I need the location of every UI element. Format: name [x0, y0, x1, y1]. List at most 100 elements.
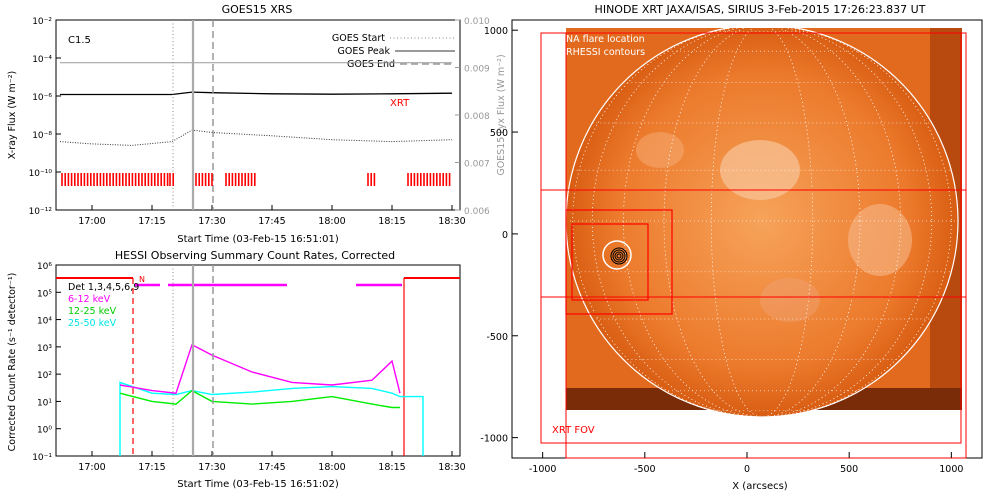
hessi-series-line: [119, 389, 400, 409]
goes-x-axis-label: Start Time (03-Feb-15 16:51:01): [177, 234, 339, 245]
xrt-observation-ticks: [61, 173, 451, 186]
xrt-x-tick-label: 0: [744, 464, 750, 475]
goes-series-line: [60, 91, 453, 96]
active-region: [636, 132, 684, 168]
rhessi-contour: [616, 253, 622, 259]
goes-legend-peak: GOES Peak: [338, 46, 391, 57]
goes-y2-tick-label: 0.006: [464, 207, 490, 217]
hessi-x-tick-label: 18:15: [378, 462, 405, 473]
xrt-y-ticks: 1000 500 0 -500 -1000: [480, 26, 518, 445]
hessi-y-axis-label: Corrected Count Rate (s⁻¹ detector⁻¹): [7, 273, 18, 452]
hessi-y-ticks: 10⁶ 10⁵ 10⁴ 10³ 10² 10¹ 10⁰ 10⁻¹: [32, 262, 61, 463]
xrt-legend: NA flare location RHESSI contours: [556, 34, 645, 58]
goes-y-tick-label: 10⁻⁶: [32, 93, 52, 103]
goes-y-axis-label: X-ray Flux (W m⁻²): [7, 71, 18, 160]
goes-y2-tick-label: 0.010: [464, 17, 490, 27]
goes-x-tick-label: 17:15: [138, 216, 165, 227]
hessi-panel: HESSI Observing Summary Count Rates, Cor…: [7, 249, 466, 490]
rhessi-contours: [610, 247, 628, 265]
goes-y2-ticks: 0.010 0.009 0.008 0.007 0.006: [455, 17, 490, 217]
hessi-series-line: [119, 381, 424, 456]
goes-legend-start: GOES Start: [332, 33, 385, 44]
hessi-n-marker: N: [139, 275, 145, 284]
goes-y-tick-label: 10⁻⁸: [32, 131, 52, 141]
xrt-y-tick-label: 1000: [484, 26, 508, 37]
goes-x-tick-label: 18:00: [318, 216, 345, 227]
hessi-x-tick-label: 18:00: [318, 462, 345, 473]
goes-y2-tick-label: 0.008: [464, 112, 490, 122]
goes-legend: GOES Start GOES Peak GOES End: [332, 33, 455, 70]
hessi-series-line: [119, 343, 401, 394]
goes-y2-tick-label: 0.009: [464, 65, 490, 75]
hessi-legend-title: Det 1,3,4,5,6,9: [68, 282, 139, 293]
goes-y2-tick-label: 0.007: [464, 160, 490, 170]
goes-y-tick-label: 10⁻²: [32, 17, 52, 27]
sun-disk: [566, 28, 958, 417]
hessi-curves: [119, 343, 424, 456]
xrt-legend-contour-icon: [556, 47, 564, 55]
longitude-line: [623, 28, 901, 418]
longitude-line: [591, 28, 933, 418]
goes-y-tick-label: 10⁻¹²: [29, 207, 53, 217]
active-region: [720, 140, 800, 200]
longitude-line: [572, 28, 952, 418]
goes-x-tick-label: 17:00: [78, 216, 105, 227]
hessi-legend: Det 1,3,4,5,6,9 6-12 keV 12-25 keV 25-50…: [68, 282, 139, 329]
hessi-y-tick-label: 10⁴: [37, 317, 52, 327]
hessi-y-tick-label: 10¹: [37, 398, 52, 408]
hessi-plot-frame: [55, 264, 461, 457]
xrt-y-tick-label: -1000: [480, 434, 508, 445]
hessi-y-tick-label: 10³: [37, 344, 52, 354]
xrt-fov-label: XRT FOV: [552, 425, 595, 436]
hessi-y-tick-label: 10⁻¹: [32, 453, 52, 463]
rhessi-contour: [610, 247, 628, 265]
hessi-y-tick-label: 10⁰: [37, 426, 52, 436]
xrt-x-axis-label: X (arcsecs): [732, 481, 788, 492]
hessi-legend-6-12: 6-12 keV: [68, 294, 111, 305]
xrt-x-tick-label: 1000: [939, 464, 963, 475]
xrt-x-tick-label: -1000: [529, 464, 557, 475]
hessi-x-tick-label: 17:00: [78, 462, 105, 473]
goes-x-tick-label: 18:30: [438, 216, 465, 227]
goes-xrt-label: XRT: [390, 98, 410, 109]
active-region: [760, 278, 820, 322]
hessi-y-tick-label: 10⁵: [37, 289, 52, 299]
goes-x-tick-label: 17:30: [198, 216, 225, 227]
hessi-y-tick-label: 10⁶: [37, 262, 52, 272]
xrt-image: [565, 28, 962, 418]
hessi-title: HESSI Observing Summary Count Rates, Cor…: [115, 249, 395, 262]
goes-title: GOES15 XRS: [222, 3, 293, 16]
xrt-panel: HINODE XRT JAXA/ISAS, SIRIUS 3-Feb-2015 …: [480, 3, 983, 492]
hessi-legend-25-50: 25-50 keV: [68, 318, 117, 329]
rhessi-contour: [612, 249, 626, 263]
goes-x-tick-label: 18:15: [378, 216, 405, 227]
hessi-x-tick-label: 17:15: [138, 462, 165, 473]
active-region: [848, 204, 912, 276]
hessi-x-tick-label: 18:30: [438, 462, 465, 473]
xrt-title: HINODE XRT JAXA/ISAS, SIRIUS 3-Feb-2015 …: [595, 3, 926, 16]
xrt-y-tick-label: 0: [502, 230, 508, 241]
flare-location-marker: [602, 240, 632, 270]
hessi-x-axis-label: Start Time (03-Feb-15 16:51:02): [177, 479, 339, 490]
goes-x-tick-label: 17:45: [258, 216, 285, 227]
xrt-x-tick-label: -500: [634, 464, 656, 475]
goes-y-tick-label: 10⁻⁴: [32, 55, 52, 65]
hessi-y-tick-label: 10²: [37, 371, 52, 381]
goes-curves: [59, 62, 453, 146]
goes-series-line: [59, 129, 453, 146]
rhessi-contour: [614, 251, 624, 261]
xrt-y-tick-label: -500: [486, 332, 508, 343]
flare-box-small: [571, 223, 649, 301]
xrt-legend-flare: NA flare location: [566, 34, 645, 45]
hessi-legend-12-25: 12-25 keV: [68, 306, 117, 317]
goes-y2-axis-label: GOES15 Lyx Flux (W m⁻²): [496, 54, 507, 175]
hessi-x-ticks: 17:00 17:15 17:30 17:45 18:00 18:15 18:30: [78, 451, 466, 473]
xrt-y-tick-label: 500: [490, 128, 508, 139]
heliographic-grid: [566, 28, 958, 418]
longitude-line: [663, 28, 861, 418]
goes-y-ticks: 10⁻² 10⁻⁴ 10⁻⁶ 10⁻⁸ 10⁻¹⁰ 10⁻¹²: [29, 17, 61, 217]
hessi-x-tick-label: 17:30: [198, 462, 225, 473]
goes-y-tick-label: 10⁻¹⁰: [29, 169, 53, 179]
flare-box-large: [565, 209, 673, 315]
